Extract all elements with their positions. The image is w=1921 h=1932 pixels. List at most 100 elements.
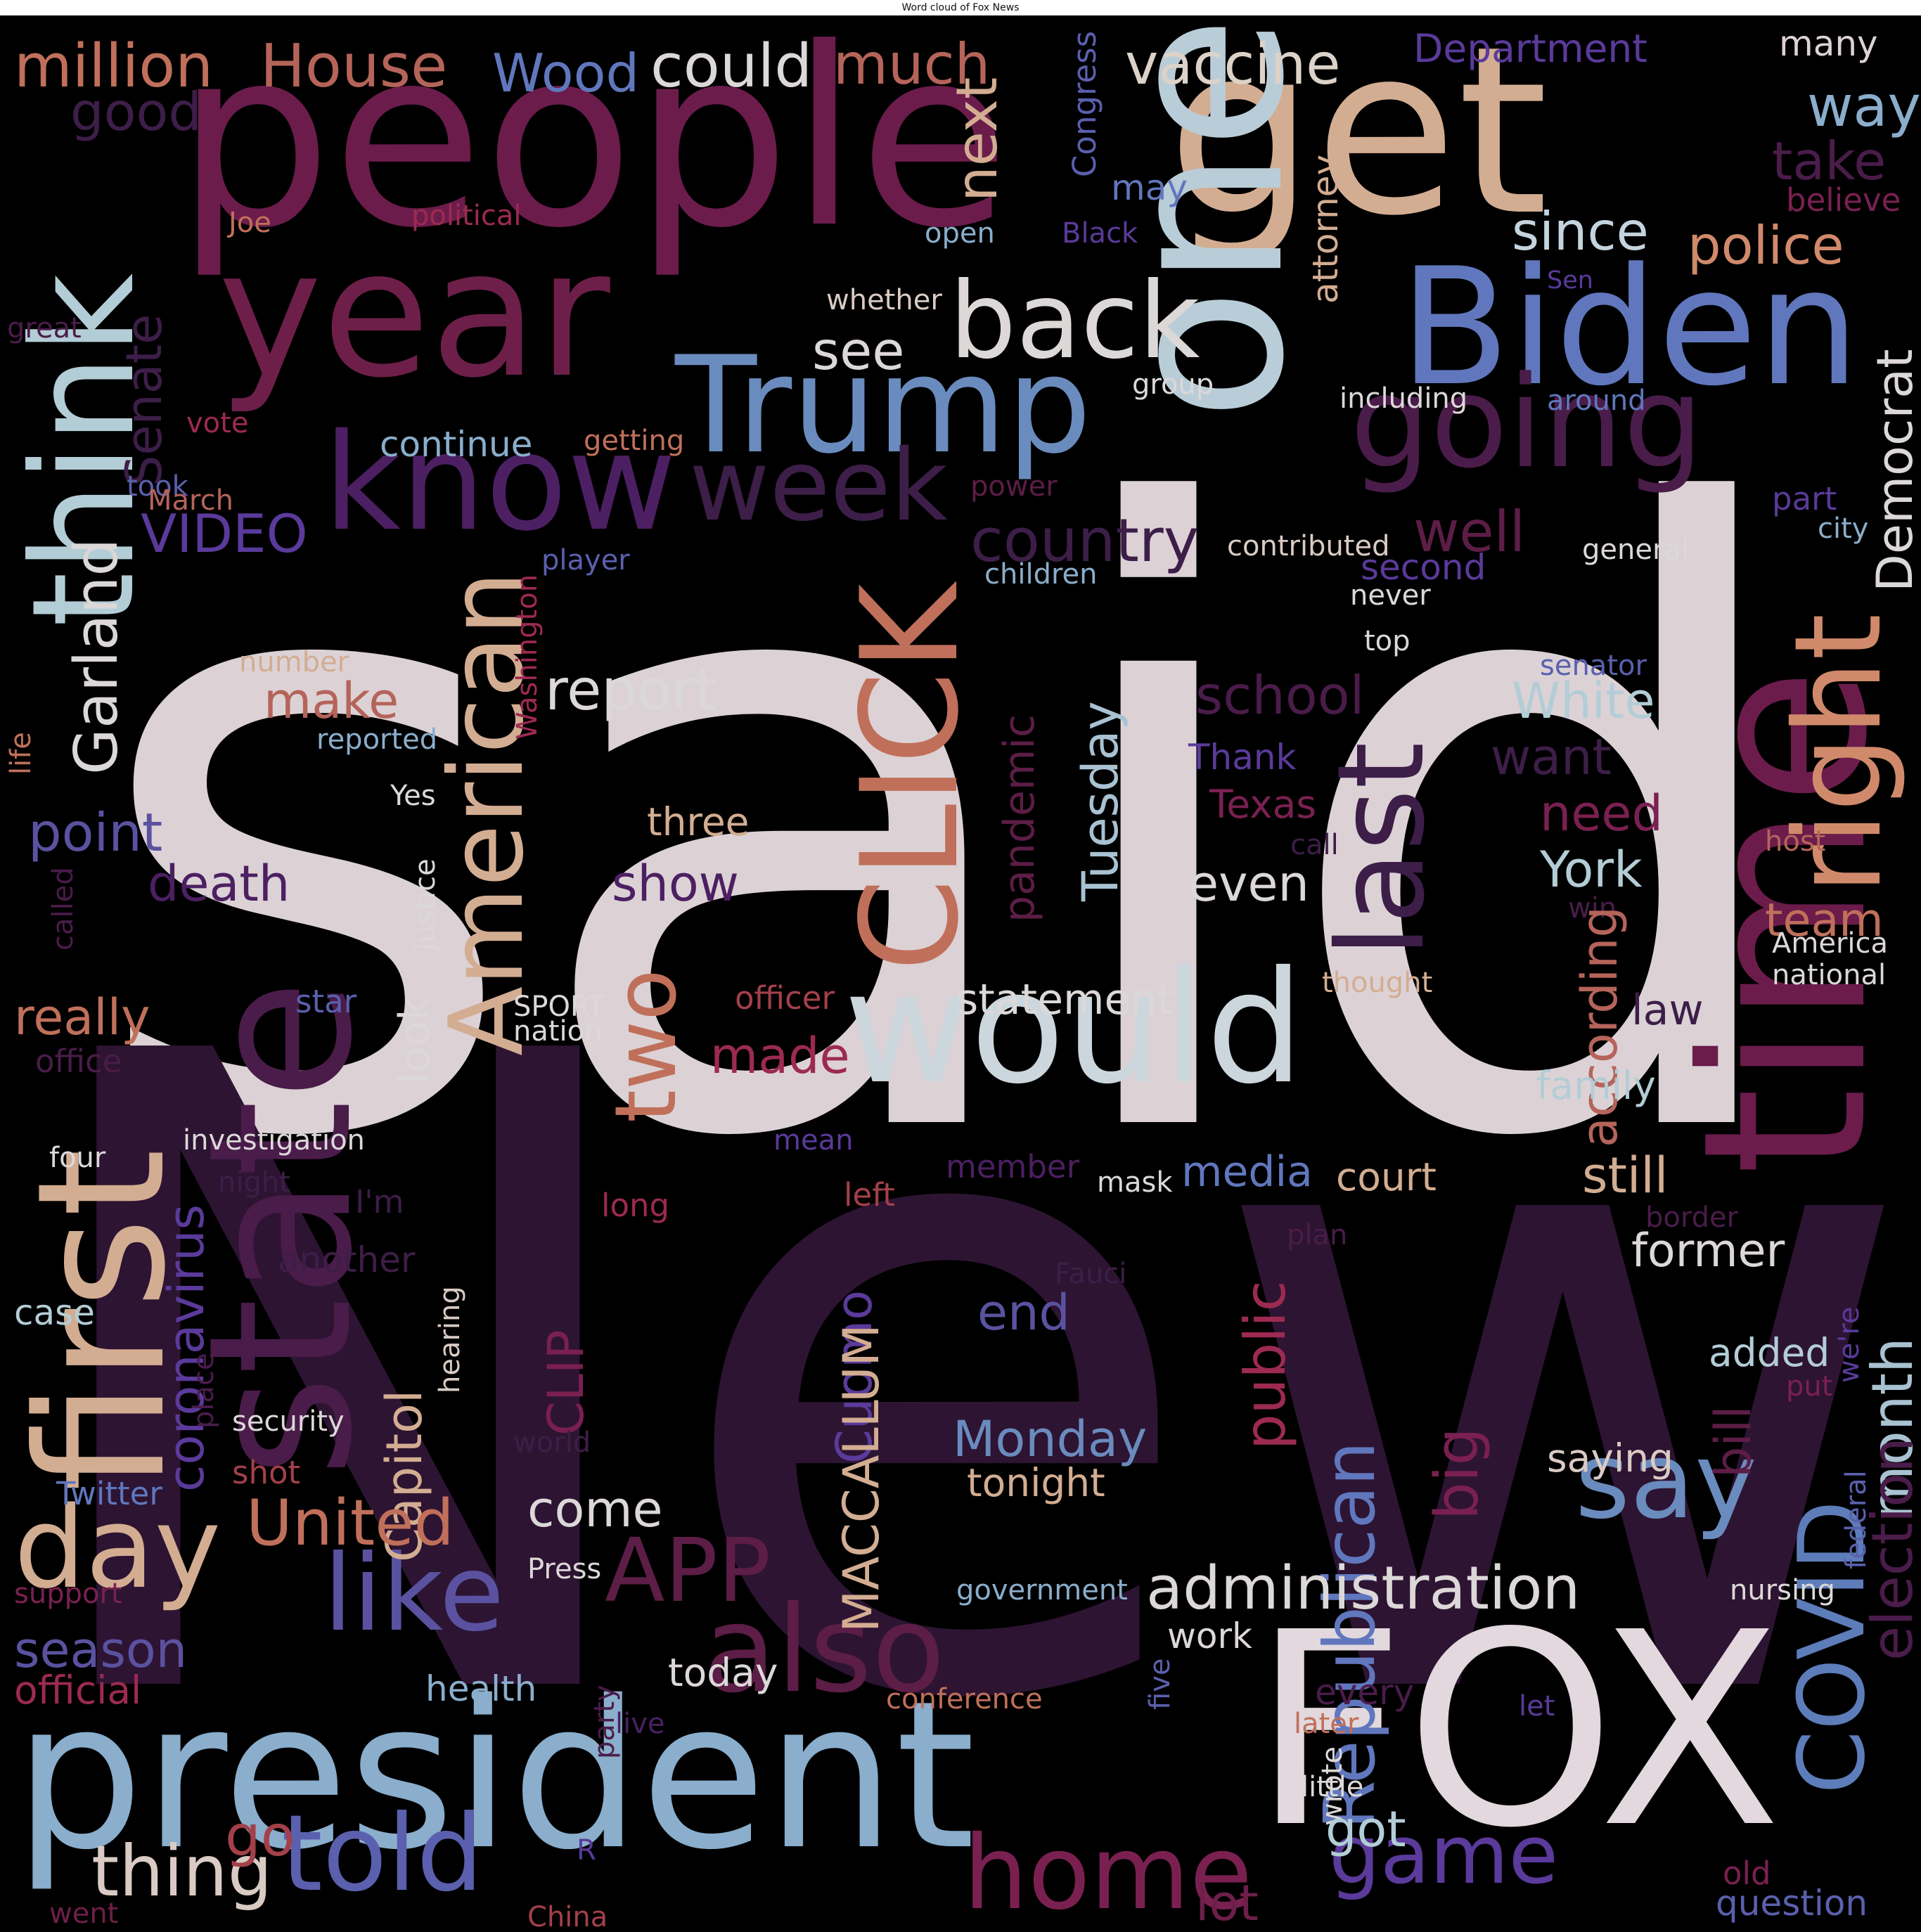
cloud-word: Fauci — [1055, 1258, 1127, 1290]
cloud-word: statement — [956, 975, 1174, 1024]
cloud-word: former — [1631, 1225, 1785, 1277]
cloud-word: Joe — [229, 207, 271, 239]
cloud-word: long — [601, 1187, 670, 1224]
cloud-word: show — [612, 855, 739, 913]
cloud-word: took — [127, 470, 188, 503]
cloud-word: look — [390, 996, 439, 1084]
cloud-word: get — [1167, 15, 1548, 266]
cloud-word: part — [1772, 480, 1837, 517]
cloud-word: New — [11, 871, 1921, 1891]
cloud-word: report — [545, 657, 717, 723]
cloud-word: player — [541, 544, 630, 577]
cloud-word: official — [14, 1668, 142, 1713]
cloud-word: point — [28, 801, 163, 863]
cloud-word: party — [589, 1685, 621, 1759]
cloud-word: investigation — [183, 1124, 365, 1157]
cloud-word: thought — [1322, 967, 1433, 999]
cloud-word: question — [1716, 1883, 1868, 1924]
cloud-word: getting — [584, 425, 685, 457]
cloud-word: season — [14, 1621, 188, 1679]
cloud-word: say — [1575, 1420, 1757, 1543]
cloud-word: open — [925, 217, 995, 250]
cloud-word: Texas — [1209, 782, 1317, 827]
cloud-word: senator — [1540, 650, 1647, 682]
cloud-word: contributed — [1227, 530, 1390, 562]
cloud-word: told — [281, 1793, 484, 1915]
cloud-word: CLIP — [537, 1329, 595, 1436]
cloud-word: China — [527, 1901, 608, 1932]
cloud-word: nation — [513, 1015, 603, 1048]
cloud-word: election — [1860, 1437, 1921, 1661]
cloud-word: Washington — [511, 574, 544, 740]
cloud-word: said — [84, 340, 1811, 1322]
cloud-word: went — [49, 1898, 119, 1930]
cloud-word: going — [1350, 349, 1704, 496]
cloud-word: around — [1547, 385, 1646, 417]
cloud-word: end — [977, 1284, 1070, 1341]
cloud-word: vaccine — [1125, 32, 1341, 97]
cloud-word: R — [577, 1834, 596, 1867]
cloud-word: border — [1645, 1202, 1739, 1234]
cloud-word: security — [232, 1405, 345, 1438]
cloud-word: pandemic — [995, 714, 1044, 922]
cloud-word: administration — [1146, 1554, 1581, 1623]
cloud-word: need — [1540, 785, 1663, 842]
cloud-word: plan — [1287, 1219, 1348, 1251]
cloud-word: called — [47, 867, 79, 951]
cloud-word: FOX — [1252, 1575, 1782, 1886]
cloud-word: second — [1361, 547, 1486, 588]
cloud-word: national — [1772, 959, 1887, 991]
cloud-word: children — [984, 558, 1098, 591]
cloud-word: way — [1807, 74, 1921, 139]
cloud-word: another — [278, 1239, 416, 1280]
cloud-word: city — [1818, 513, 1869, 545]
cloud-word: take — [1772, 130, 1887, 192]
cloud-word: could — [650, 32, 813, 101]
cloud-word: mean — [773, 1124, 854, 1157]
cloud-word: let — [1519, 1690, 1555, 1722]
cloud-word: since — [1512, 200, 1649, 262]
cloud-word: Department — [1413, 26, 1647, 71]
cloud-word: would — [844, 938, 1304, 1118]
cloud-word: many — [1779, 23, 1878, 64]
cloud-word: two — [598, 969, 695, 1123]
cloud-word: shot — [232, 1454, 301, 1491]
cloud-word: tonight — [967, 1460, 1105, 1505]
cloud-word: Thank — [1188, 737, 1297, 778]
cloud-word: Congress — [1066, 30, 1103, 177]
cloud-word: Sen — [1547, 266, 1593, 295]
cloud-word: home — [963, 1814, 1253, 1932]
cloud-word: conference — [886, 1683, 1043, 1715]
cloud-word: also — [703, 1580, 945, 1720]
cloud-word: VIDEO — [141, 503, 308, 565]
cloud-word: got — [1325, 1801, 1406, 1858]
cloud-word: put — [1786, 1370, 1833, 1403]
cloud-word: five — [1144, 1658, 1176, 1710]
cloud-word: member — [946, 1148, 1080, 1185]
cloud-word: health — [425, 1668, 537, 1709]
cloud-word: game — [1329, 1808, 1559, 1902]
cloud-word: made — [710, 1027, 850, 1085]
cloud-word: SPORT — [513, 991, 605, 1023]
cloud-word: Yes — [390, 780, 436, 812]
cloud-word: really — [14, 988, 150, 1046]
cloud-word: support — [14, 1578, 122, 1610]
cloud-word: CLICK — [833, 584, 988, 972]
cloud-word: good — [70, 81, 202, 143]
cloud-word: country — [970, 506, 1200, 576]
cloud-word: United — [246, 1486, 454, 1560]
cloud-word: media — [1181, 1147, 1313, 1197]
cloud-word: old — [1723, 1855, 1771, 1892]
cloud-word: according — [1571, 906, 1628, 1147]
cloud-word: team — [1765, 894, 1884, 947]
cloud-word: go — [225, 1803, 295, 1869]
cloud-word: vote — [186, 407, 249, 439]
cloud-word: March — [148, 484, 233, 517]
cloud-word: back — [949, 260, 1200, 382]
cloud-word: life — [5, 732, 37, 775]
cloud-word: government — [956, 1574, 1128, 1606]
cloud-word: star — [295, 983, 357, 1020]
cloud-word: great — [7, 312, 82, 344]
cloud-word: host — [1765, 825, 1826, 858]
cloud-word: four — [49, 1142, 106, 1174]
